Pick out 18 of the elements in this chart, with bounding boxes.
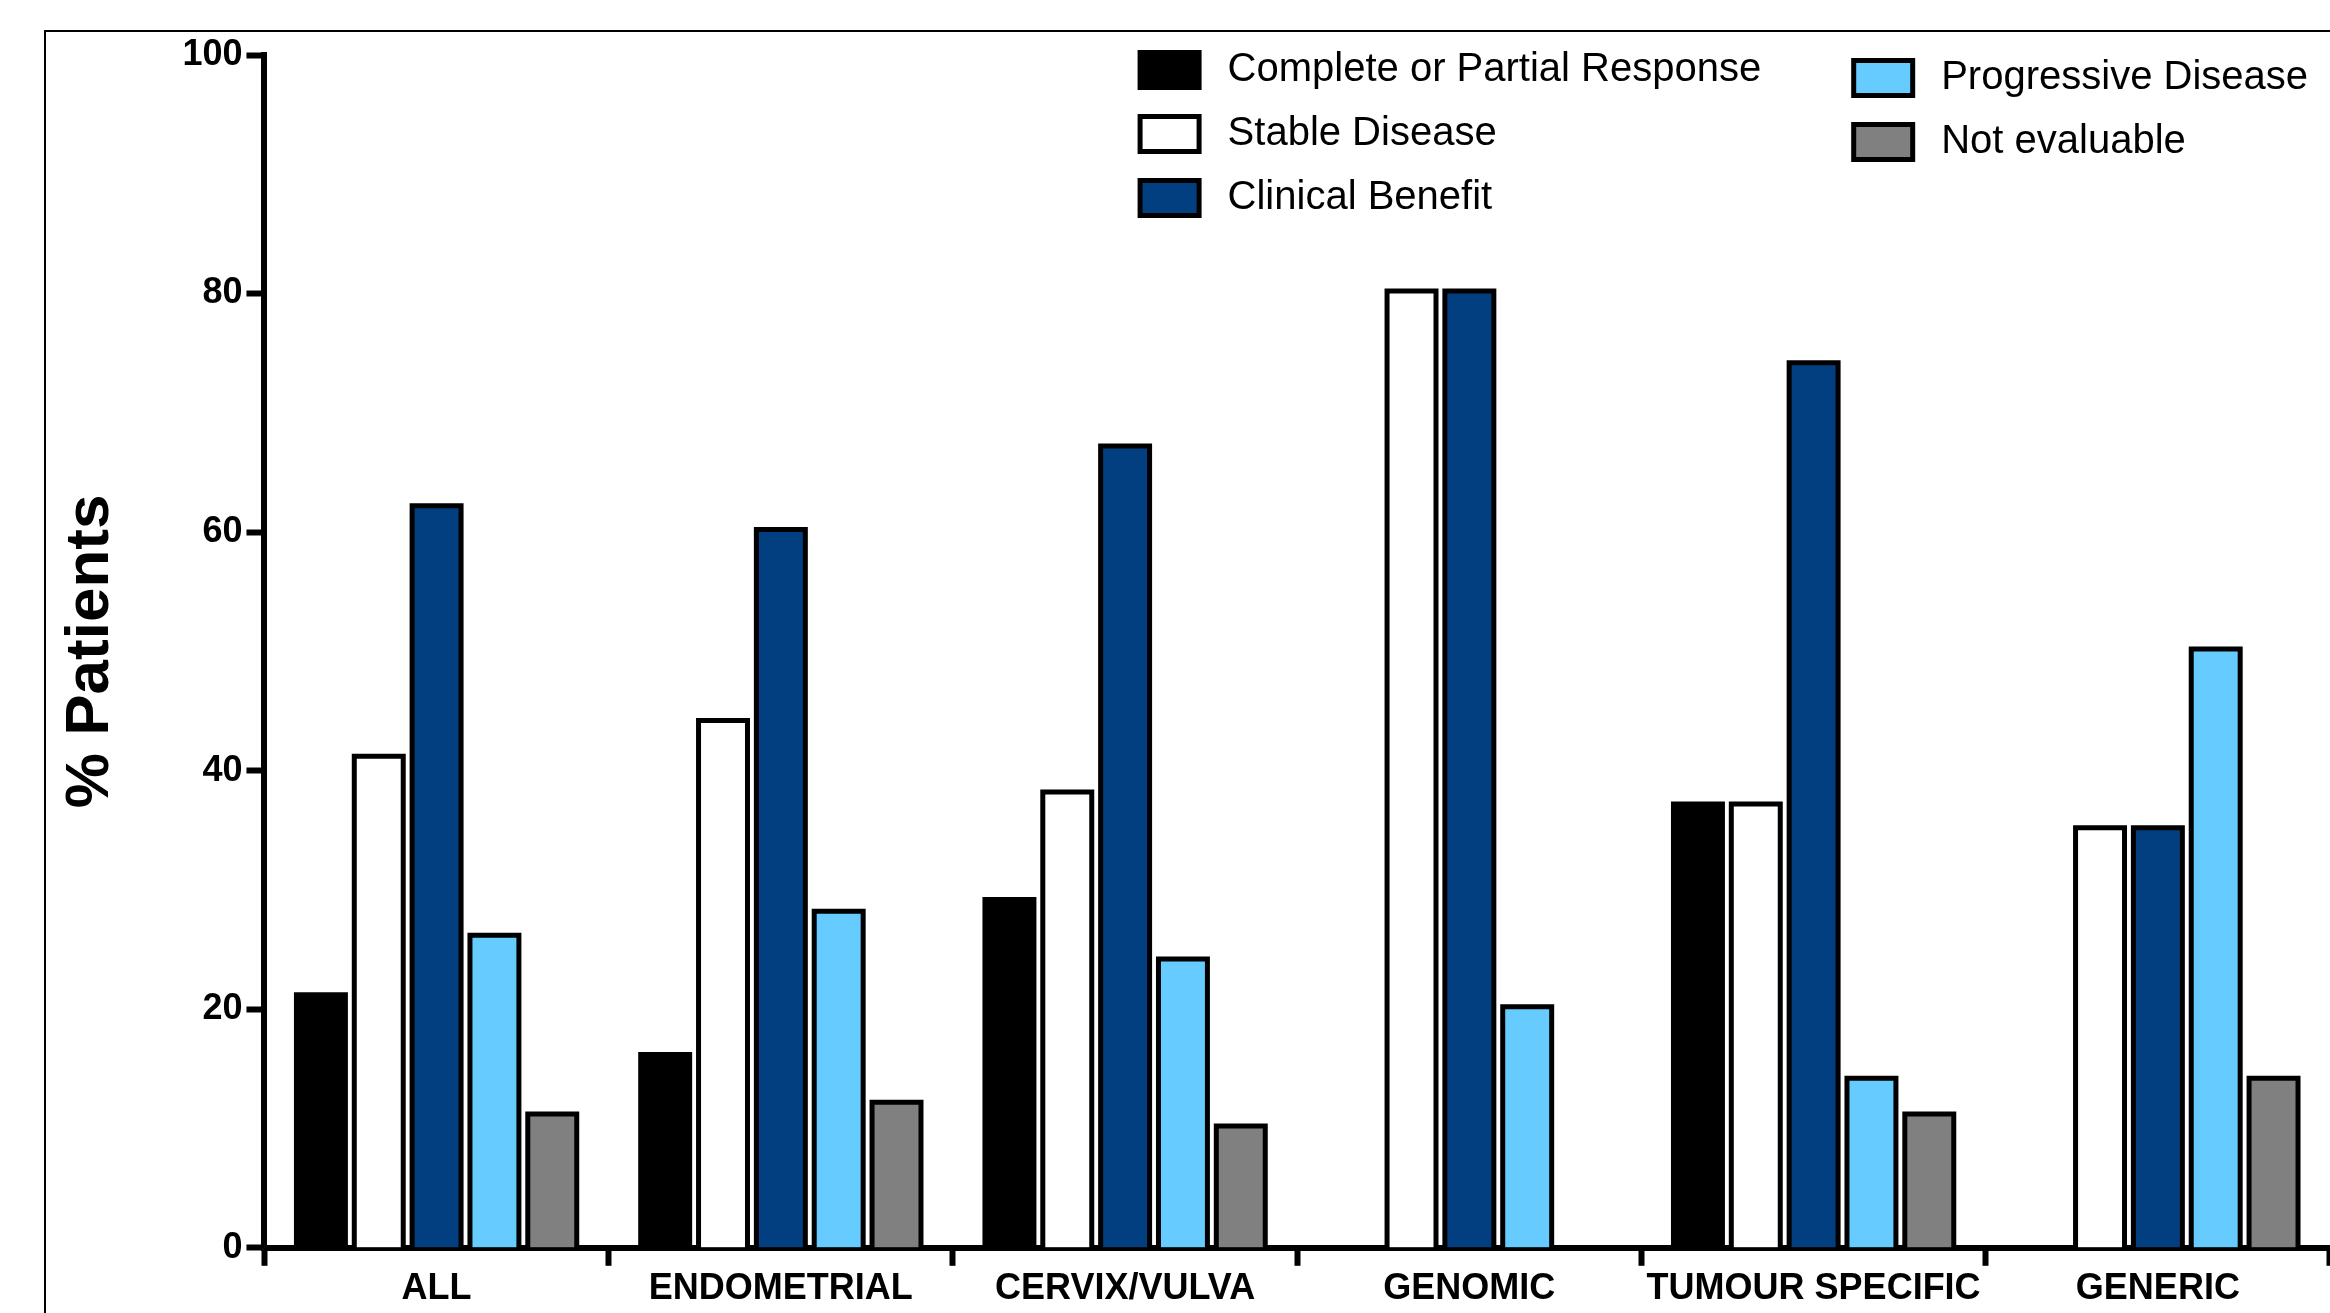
x-tick-label: GENOMIC (1383, 1266, 1556, 1308)
y-tick-label: 40 (202, 747, 243, 789)
y-axis-title: % Patients (52, 494, 122, 809)
x-tick-label: TUMOUR SPECIFIC (1646, 1266, 1981, 1308)
legend-label: Clinical Benefit (1227, 173, 1493, 218)
y-tick-label: 20 (202, 986, 243, 1028)
legend-label: Stable Disease (1227, 109, 1497, 154)
legend-label: Complete or Partial Response (1227, 45, 1762, 90)
x-tick-label: GENERIC (2075, 1266, 2240, 1308)
x-tick-label: CERVIX/VULVA (995, 1266, 1256, 1308)
y-tick-label: 0 (222, 1224, 243, 1266)
x-tick-label: ALL (401, 1266, 472, 1308)
legend-label: Progressive Disease (1941, 53, 2309, 98)
legend-label: Not evaluable (1941, 117, 2186, 162)
y-tick-label: 60 (202, 509, 243, 551)
x-tick-label: ENDOMETRIAL (648, 1266, 913, 1308)
y-tick-label: 80 (202, 270, 243, 312)
y-tick-label: 100 (182, 31, 243, 73)
